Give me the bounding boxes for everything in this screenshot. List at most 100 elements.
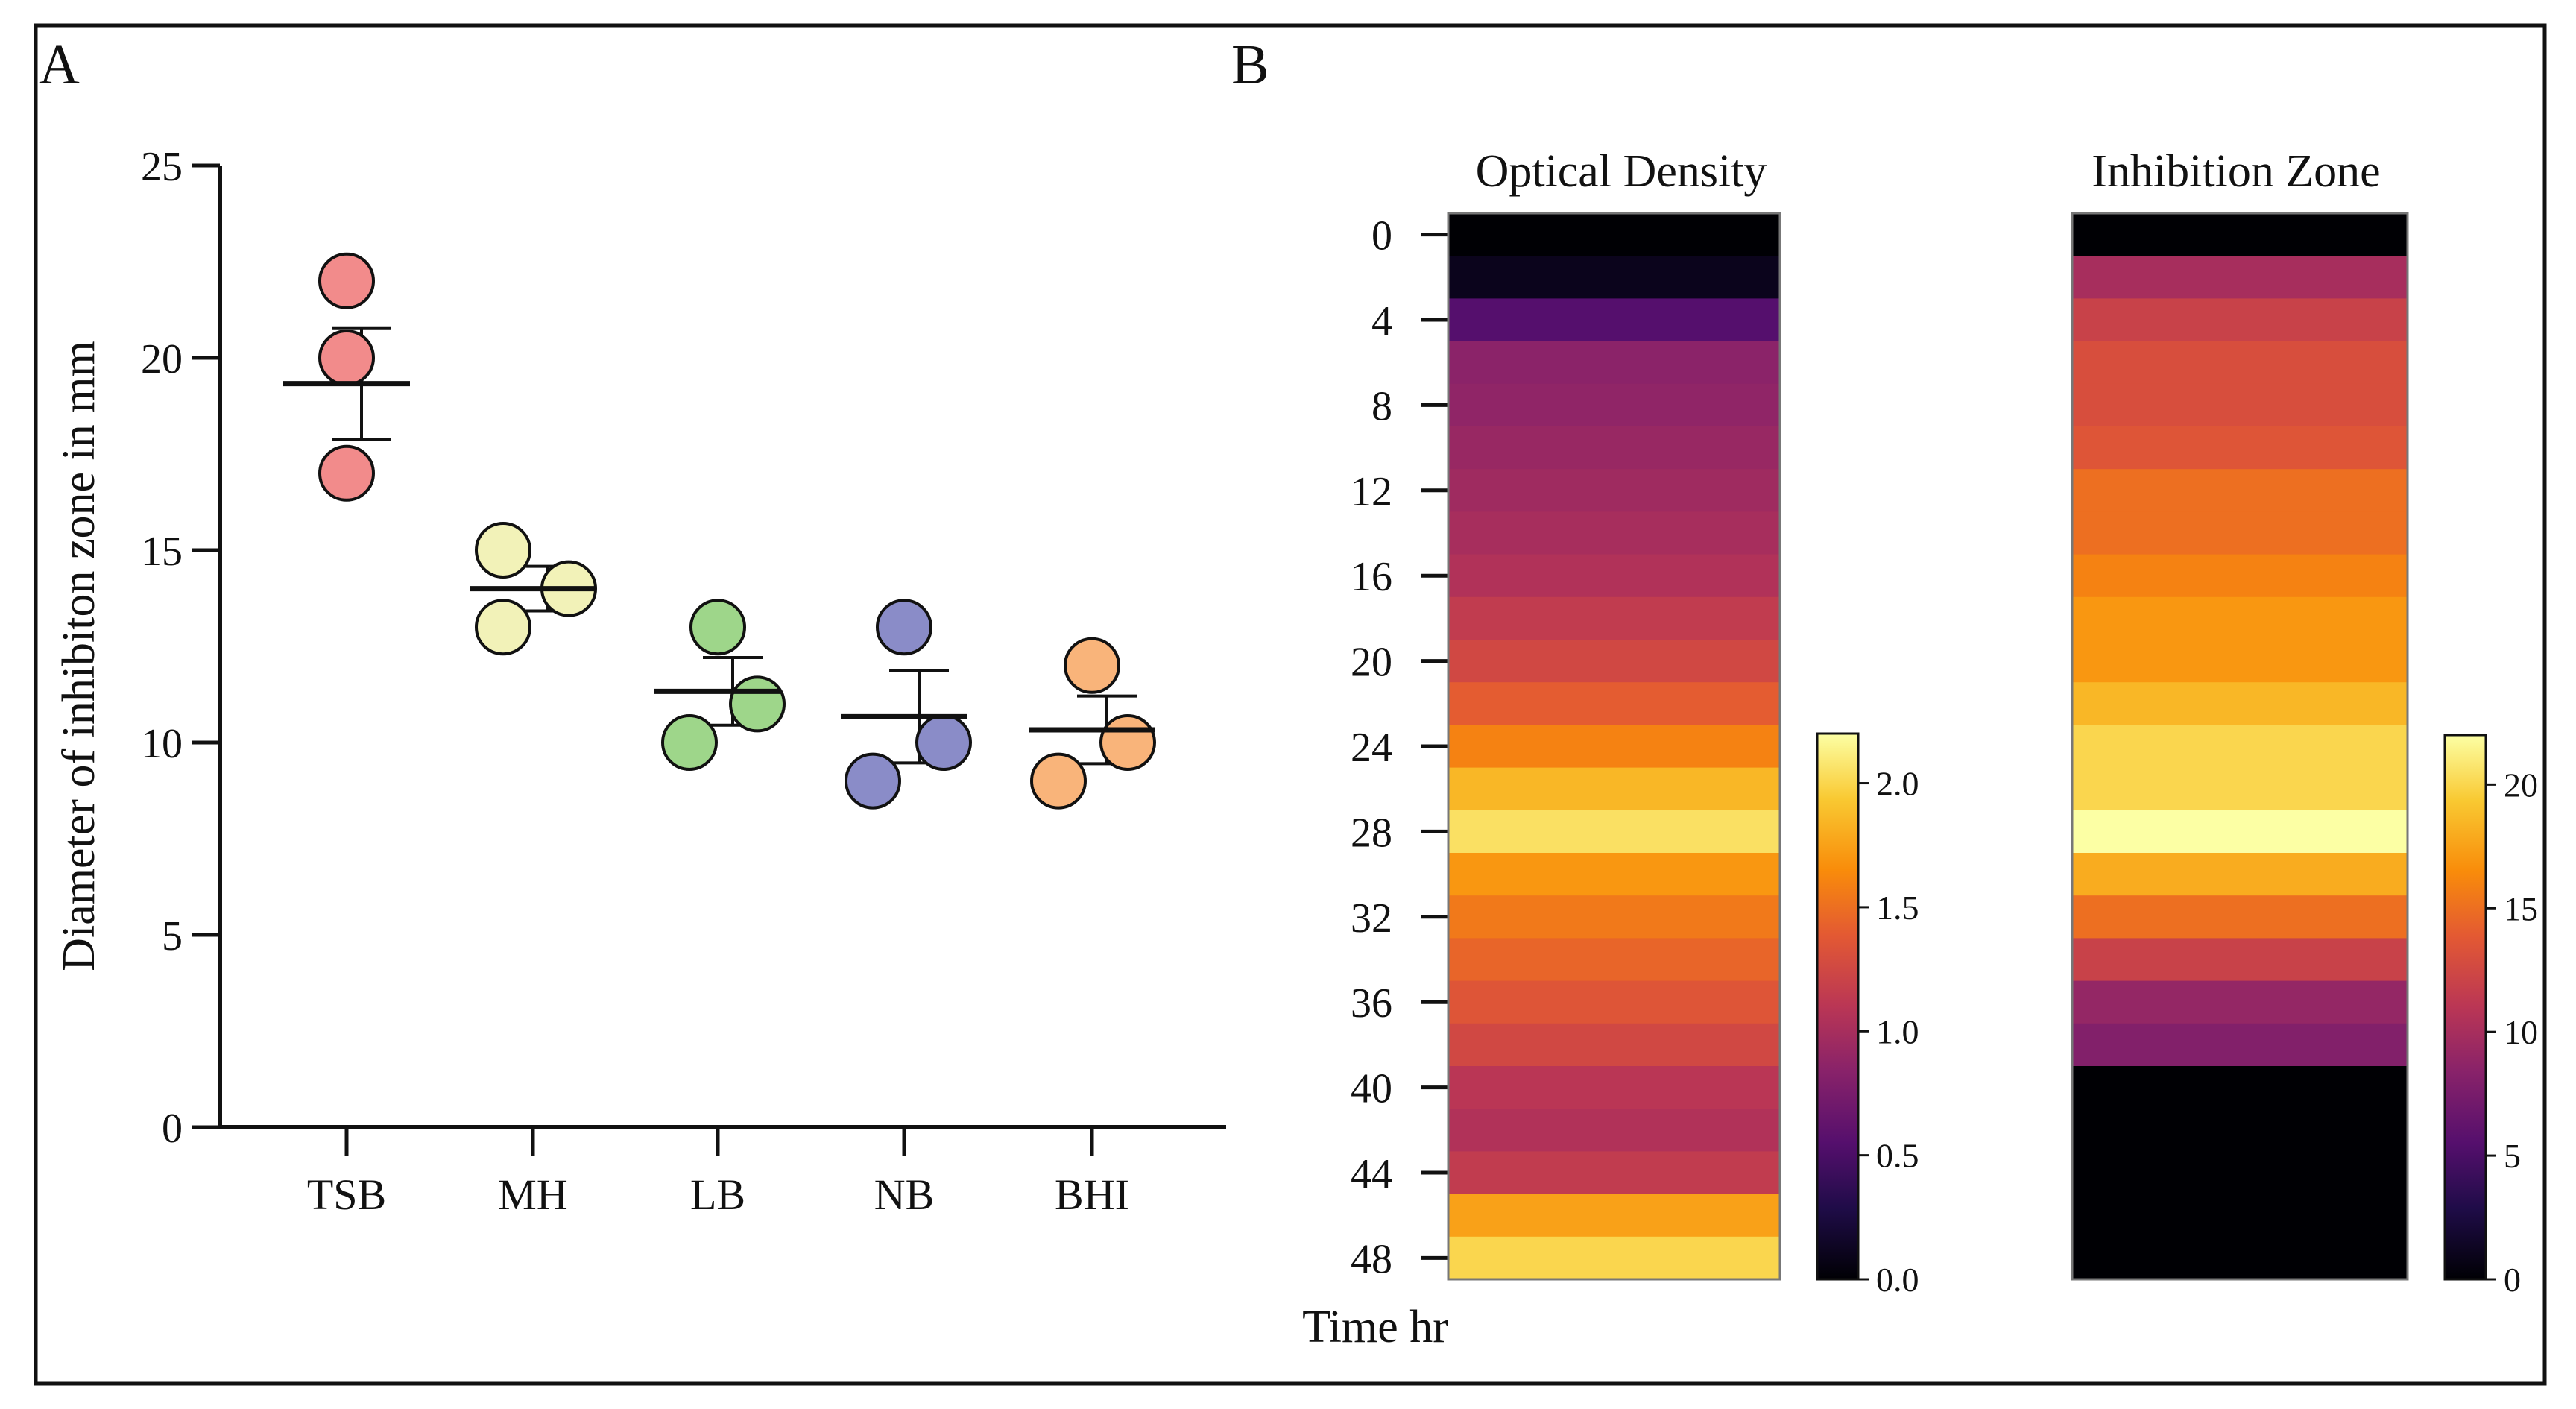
y-tick-label: 20 <box>141 336 183 382</box>
data-point <box>318 252 375 309</box>
heatmap-cell <box>2072 682 2408 725</box>
heatmap-cell <box>1448 1151 1780 1195</box>
heatmap-cell <box>2072 1151 2408 1195</box>
time-tick-label: 12 <box>1351 469 1392 515</box>
iz-colorbar: 0 5 10 15 20 <box>2443 734 2538 1299</box>
time-tick-label: 4 <box>1371 298 1392 344</box>
x-tick-label-lb: LB <box>690 1170 745 1219</box>
panel-b-label: B <box>1231 34 1269 96</box>
colorbar-tick-label: 0.0 <box>1876 1261 1919 1299</box>
heatmap-cell <box>1448 1066 1780 1109</box>
panel-a-scatter: Diameter of inhibiton zone in mm 0 5 10 15 2… <box>54 144 1226 1219</box>
heatmap-cell <box>2072 298 2408 342</box>
colorbar-tick-label: 1.5 <box>1876 889 1919 927</box>
data-point <box>915 714 972 771</box>
colorbar-tick-label: 15 <box>2504 889 2538 927</box>
heatmap-cell <box>1448 938 1780 982</box>
axes <box>218 166 1226 1129</box>
heatmap-cell <box>1448 554 1780 598</box>
colorbar-gradient <box>2443 734 2487 1281</box>
heatmap-cell <box>1448 383 1780 427</box>
x-ticks: TSB MH LB NB BHI <box>307 1127 1129 1219</box>
heatmap-cell <box>1448 767 1780 811</box>
y-tick-label: 0 <box>162 1106 183 1152</box>
iz-heatmap <box>2071 212 2409 1281</box>
heatmap-cell <box>2072 426 2408 470</box>
heatmap-cell <box>1448 256 1780 299</box>
y-tick-label: 25 <box>141 144 183 190</box>
heatmap-cell <box>1448 895 1780 939</box>
panel-b-heatmaps: Optical Density Inhibition Zone Time hr … <box>1302 146 2538 1352</box>
heatmap-cell <box>1448 725 1780 769</box>
heatmap-cell <box>2072 1109 2408 1152</box>
heatmap-cell <box>2072 511 2408 555</box>
data-point <box>845 752 901 810</box>
data-point <box>876 599 932 656</box>
od-title: Optical Density <box>1476 146 1767 197</box>
heatmap-cell <box>1448 469 1780 512</box>
time-tick-label: 16 <box>1351 554 1392 600</box>
colorbar-tick-label: 0.5 <box>1876 1137 1919 1175</box>
heatmap-cell <box>1448 1236 1780 1280</box>
heatmap-cell <box>2072 1066 2408 1109</box>
colorbar-tick-label: 0 <box>2504 1261 2521 1299</box>
heatmap-cell <box>1448 1194 1780 1238</box>
x-tick-label-tsb: TSB <box>307 1170 386 1219</box>
heatmap-cell <box>1448 853 1780 896</box>
heatmap-cell <box>1448 426 1780 470</box>
heatmap-cell <box>2072 725 2408 769</box>
y-ticks: 0 5 10 15 20 25 <box>141 144 220 1152</box>
x-tick-label-bhi: BHI <box>1055 1170 1129 1219</box>
data-point <box>318 444 375 502</box>
heatmap-cell <box>1448 1109 1780 1152</box>
heatmap-cell <box>1448 341 1780 385</box>
heatmap-cell <box>2072 1023 2408 1067</box>
colorbar-tick-label: 10 <box>2504 1013 2538 1051</box>
heatmap-cell <box>2072 1194 2408 1238</box>
heatmap-cell <box>2072 256 2408 299</box>
heatmap-cell <box>1448 511 1780 555</box>
data-point <box>1030 752 1087 810</box>
heatmap-cell <box>1448 640 1780 683</box>
data-point <box>475 522 531 579</box>
time-tick-label: 32 <box>1351 895 1392 942</box>
heatmap-cell <box>2072 213 2408 256</box>
data-point <box>318 330 375 386</box>
data-marks <box>283 252 1156 810</box>
colorbar-tick-label: 5 <box>2504 1137 2521 1175</box>
heatmap-cell <box>1448 810 1780 854</box>
heatmap-cell <box>2072 383 2408 427</box>
data-point <box>661 714 718 771</box>
heatmap-cell <box>1448 596 1780 640</box>
time-tick-label: 20 <box>1351 640 1392 686</box>
y-axis-label: Diameter of inhibiton zone in mm <box>54 341 104 971</box>
colorbar-gradient <box>1816 732 1860 1281</box>
od-colorbar: 0.0 0.5 1.0 1.5 2.0 <box>1816 732 1919 1299</box>
y-tick-label: 15 <box>141 529 183 575</box>
heatmap-cell <box>1448 682 1780 725</box>
time-tick-label: 48 <box>1351 1236 1392 1282</box>
data-point <box>1064 637 1120 694</box>
heatmap-frame <box>2071 212 2409 1281</box>
panel-a-label: A <box>39 34 80 96</box>
time-tick-label: 28 <box>1351 810 1392 856</box>
data-point <box>475 599 531 656</box>
iz-title: Inhibition Zone <box>2092 146 2380 197</box>
heatmap-cell <box>2072 895 2408 939</box>
heatmap-cell <box>2072 341 2408 385</box>
heatmap-cell <box>2072 554 2408 598</box>
colorbar-tick-label: 1.0 <box>1876 1012 1919 1050</box>
y-tick-label: 5 <box>162 913 183 959</box>
heatmap-cell <box>1448 213 1780 256</box>
time-tick-label: 0 <box>1371 213 1392 259</box>
data-point <box>689 599 746 656</box>
time-tick-label: 36 <box>1351 980 1392 1027</box>
heatmap-cell <box>2072 810 2408 854</box>
data-point <box>729 675 786 733</box>
time-tick-label: 24 <box>1351 725 1392 771</box>
time-tick-label: 44 <box>1351 1151 1392 1197</box>
heatmap-cell <box>2072 980 2408 1024</box>
heatmap-cell <box>2072 938 2408 982</box>
